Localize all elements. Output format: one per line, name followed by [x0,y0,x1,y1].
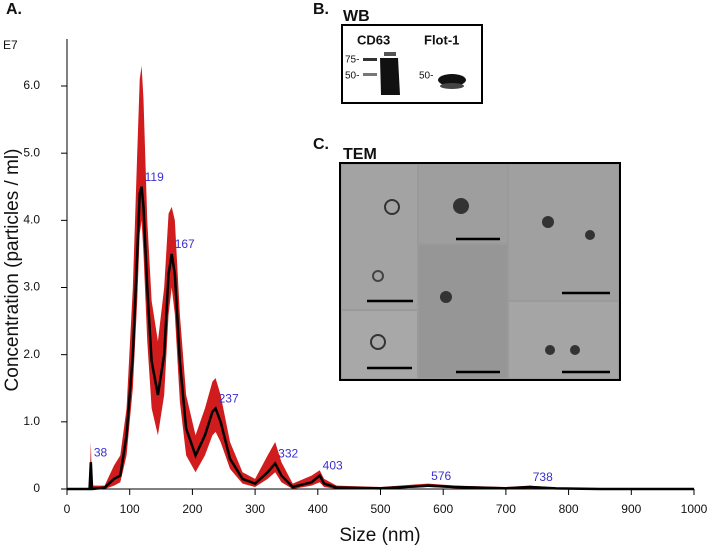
x-tick-label: 200 [182,502,202,516]
mean-line [67,186,694,491]
peak-label: 167 [175,237,195,251]
panel-label: C. [313,136,329,153]
y-tick-label: 1.0 [23,414,40,428]
x-axis-title: Size (nm) [339,525,420,546]
y-tick-label: 6.0 [23,78,40,92]
peak-label: 119 [145,170,164,184]
panel-label: B. [313,1,329,18]
x-tick-label: 700 [496,502,516,516]
x-tick-label: 0 [64,502,71,516]
y-tick-label: 5.0 [23,145,40,159]
x-tick-label: 1000 [681,502,708,516]
peak-label: 403 [323,459,343,473]
x-tick-label: 600 [433,502,453,516]
x-tick-label: 100 [120,502,140,516]
y-axis-title: Concentration (particles / ml) [2,149,23,392]
x-tick-label: 300 [245,502,265,516]
lane-label: Flot-1 [424,32,459,47]
peak-label: 38 [94,445,108,459]
panel-label: A. [6,1,22,18]
x-tick-label: 500 [370,502,390,516]
lane-label: CD63 [357,32,390,47]
exponent-label: E7 [3,38,18,52]
peak-label: 332 [278,447,298,461]
peak-label: 738 [533,470,553,484]
peak-label: 576 [431,469,451,483]
wb-frame [341,24,483,104]
panel-title: WB [343,8,370,25]
y-tick-label: 4.0 [23,213,40,227]
panel-title: TEM [343,146,377,163]
x-tick-label: 900 [621,502,641,516]
marker-label: 50- [419,71,433,82]
blot [363,52,466,95]
x-tick-label: 800 [559,502,579,516]
y-tick-label: 2.0 [23,347,40,361]
y-tick-label: 3.0 [23,280,40,294]
y-tick-label: 0 [33,481,40,495]
peak-label: 237 [219,392,239,406]
x-tick-label: 400 [308,502,328,516]
marker-label: 50- [345,71,359,82]
marker-label: 75- [345,55,359,66]
tem-images [339,162,621,381]
